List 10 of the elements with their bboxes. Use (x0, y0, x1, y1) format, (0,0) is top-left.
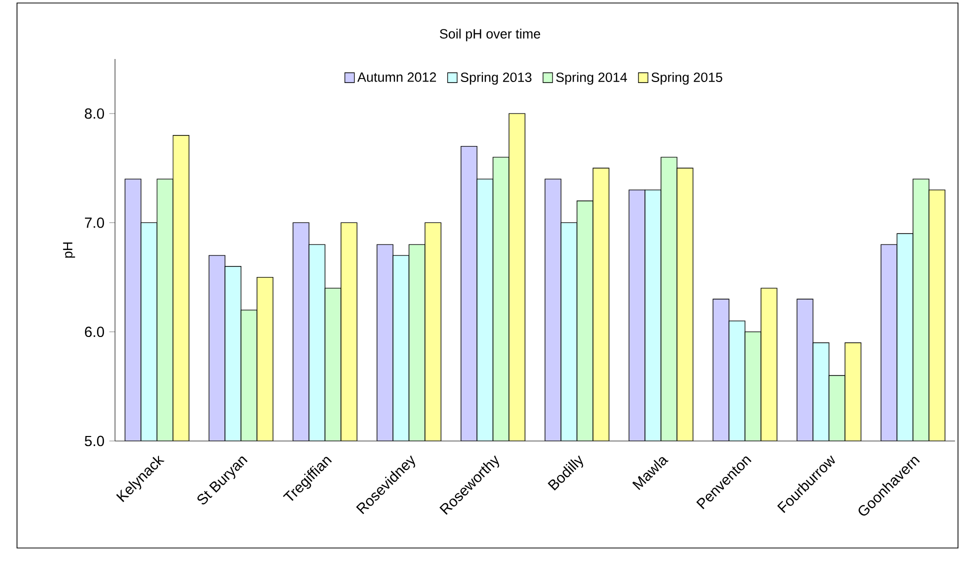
legend-label: Autumn 2012 (357, 72, 436, 82)
y-tick-label: 8.0 (84, 108, 104, 119)
chart-title: Soil pH over time (440, 28, 540, 42)
legend-label: Spring 2013 (460, 72, 532, 85)
legend-label: Spring 2014 (556, 72, 628, 85)
y-tick-label: 5.0 (84, 436, 104, 446)
legend-label: Spring 2015 (652, 72, 722, 85)
y-tick-label: 6.0 (84, 326, 104, 338)
y-tick-label: 7.0 (84, 218, 104, 228)
y-axis-title: pH (63, 242, 76, 258)
